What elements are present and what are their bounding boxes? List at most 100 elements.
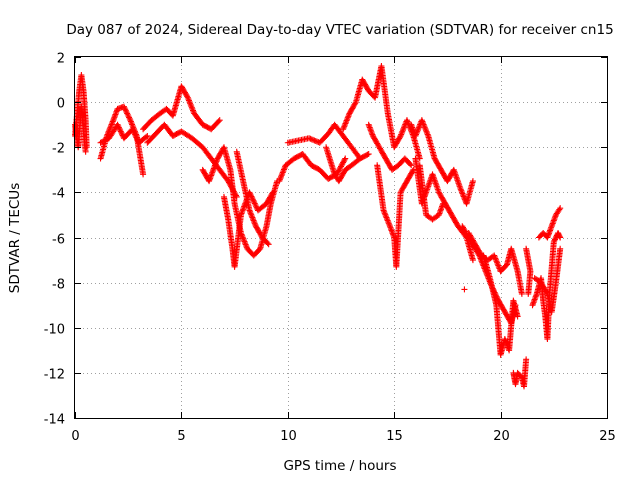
y-tick-label: 2 xyxy=(57,52,65,67)
data-point xyxy=(108,121,115,128)
data-point xyxy=(247,210,254,217)
series-track-v xyxy=(523,245,534,297)
data-point xyxy=(364,151,371,158)
data-point xyxy=(401,124,408,131)
y-tick-label: 0 xyxy=(57,97,65,112)
data-point xyxy=(140,171,147,178)
data-point xyxy=(398,130,405,137)
data-point xyxy=(109,118,116,125)
data-point xyxy=(421,124,428,131)
data-point xyxy=(106,125,113,132)
data-point xyxy=(310,136,317,143)
data-point xyxy=(124,111,131,118)
data-point xyxy=(281,165,288,172)
x-tick-label: 15 xyxy=(386,429,403,444)
data-point xyxy=(384,217,391,224)
data-point xyxy=(119,131,126,138)
series-track-z xyxy=(531,245,564,315)
data-point xyxy=(423,128,430,135)
data-point xyxy=(130,128,137,135)
data-point xyxy=(241,238,248,245)
data-point xyxy=(312,138,319,145)
data-point xyxy=(461,286,468,293)
data-point xyxy=(400,125,407,132)
data-point xyxy=(250,197,257,204)
data-point xyxy=(543,289,550,296)
data-point xyxy=(186,98,193,105)
data-point xyxy=(184,94,191,101)
data-point xyxy=(462,228,469,235)
data-point xyxy=(279,170,286,177)
data-point xyxy=(118,129,125,136)
data-point xyxy=(525,290,532,297)
data-point xyxy=(190,107,197,114)
data-point xyxy=(242,240,249,247)
series-track-k xyxy=(284,121,372,162)
data-point xyxy=(133,134,140,141)
data-point xyxy=(115,124,122,131)
data-point xyxy=(278,172,285,179)
data-point xyxy=(252,221,259,228)
data-point xyxy=(557,245,564,252)
data-point xyxy=(397,132,404,139)
data-point xyxy=(517,373,524,380)
data-point xyxy=(340,159,347,166)
series-track-n xyxy=(374,162,417,270)
data-point xyxy=(189,106,196,113)
data-point xyxy=(264,240,271,247)
data-point xyxy=(277,175,284,182)
data-point xyxy=(495,264,502,271)
x-tick-label: 25 xyxy=(599,429,616,444)
data-point xyxy=(469,257,476,264)
data-point xyxy=(144,132,151,139)
data-point xyxy=(458,189,465,196)
data-point xyxy=(385,220,392,227)
data-point xyxy=(357,155,364,162)
data-point xyxy=(492,256,499,263)
data-point xyxy=(117,127,124,134)
data-point xyxy=(399,127,406,134)
data-point xyxy=(380,207,387,214)
data-point xyxy=(383,214,390,221)
data-point xyxy=(518,290,525,297)
y-tick-labels: 2 0 -2 -4 -6 -8 -10 -12 -14 xyxy=(44,52,65,428)
data-point xyxy=(381,208,388,215)
x-tick-label: 5 xyxy=(177,429,185,444)
data-point xyxy=(249,214,256,221)
data-point xyxy=(413,130,420,137)
data-point xyxy=(493,258,500,265)
data-point xyxy=(457,184,464,191)
data-point xyxy=(414,128,421,135)
data-point xyxy=(413,131,420,138)
x-tick-label: 10 xyxy=(280,429,297,444)
data-point xyxy=(248,213,255,220)
data-point xyxy=(121,104,128,111)
data-point xyxy=(116,125,123,132)
data-point xyxy=(460,224,467,231)
series-track-w xyxy=(510,356,530,390)
data-point xyxy=(494,261,501,268)
chart-title: Day 087 of 2024, Sidereal Day-to-day VTE… xyxy=(66,22,613,38)
data-point xyxy=(338,162,345,169)
plot-frame xyxy=(74,56,608,419)
data-point xyxy=(492,255,499,262)
data-point xyxy=(187,100,194,107)
data-points xyxy=(72,63,564,390)
series-track-l xyxy=(323,144,364,185)
series-track-e xyxy=(140,83,223,133)
data-point xyxy=(251,199,258,206)
x-tick-label: 20 xyxy=(493,429,510,444)
data-point xyxy=(491,253,498,260)
data-point xyxy=(407,161,414,168)
data-point xyxy=(127,118,134,125)
data-point xyxy=(184,93,191,100)
data-point xyxy=(386,221,393,228)
axis-ticks xyxy=(75,57,608,419)
data-point xyxy=(398,131,405,138)
data-point xyxy=(491,252,498,259)
data-point xyxy=(460,192,467,199)
data-point xyxy=(269,190,276,197)
data-point xyxy=(422,125,429,132)
series-track-x xyxy=(529,229,564,343)
